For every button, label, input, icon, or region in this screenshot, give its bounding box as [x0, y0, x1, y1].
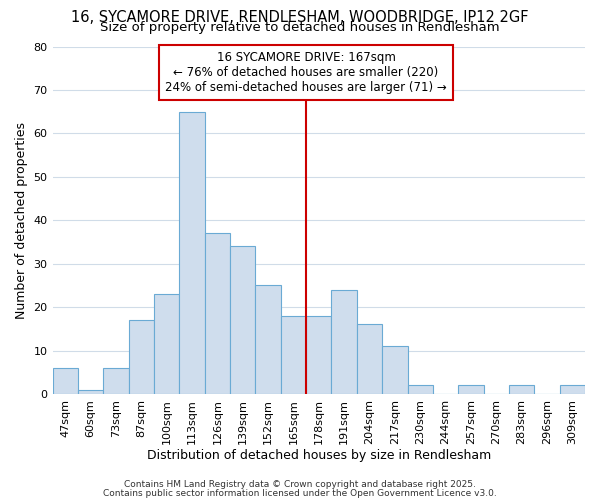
- Text: Contains public sector information licensed under the Open Government Licence v3: Contains public sector information licen…: [103, 488, 497, 498]
- Bar: [407, 386, 433, 394]
- Bar: [230, 246, 256, 394]
- Bar: [128, 320, 154, 394]
- Text: 16 SYCAMORE DRIVE: 167sqm
← 76% of detached houses are smaller (220)
24% of semi: 16 SYCAMORE DRIVE: 167sqm ← 76% of detac…: [165, 51, 447, 94]
- Bar: [205, 234, 230, 394]
- Bar: [306, 316, 331, 394]
- Text: 16, SYCAMORE DRIVE, RENDLESHAM, WOODBRIDGE, IP12 2GF: 16, SYCAMORE DRIVE, RENDLESHAM, WOODBRID…: [71, 10, 529, 25]
- Bar: [53, 368, 78, 394]
- Bar: [331, 290, 357, 394]
- Bar: [179, 112, 205, 394]
- Bar: [78, 390, 103, 394]
- Bar: [256, 286, 281, 394]
- Text: Contains HM Land Registry data © Crown copyright and database right 2025.: Contains HM Land Registry data © Crown c…: [124, 480, 476, 489]
- Bar: [382, 346, 407, 394]
- X-axis label: Distribution of detached houses by size in Rendlesham: Distribution of detached houses by size …: [146, 450, 491, 462]
- Bar: [458, 386, 484, 394]
- Bar: [103, 368, 128, 394]
- Bar: [357, 324, 382, 394]
- Bar: [281, 316, 306, 394]
- Text: Size of property relative to detached houses in Rendlesham: Size of property relative to detached ho…: [100, 21, 500, 34]
- Bar: [509, 386, 534, 394]
- Bar: [560, 386, 585, 394]
- Bar: [154, 294, 179, 394]
- Y-axis label: Number of detached properties: Number of detached properties: [15, 122, 28, 318]
